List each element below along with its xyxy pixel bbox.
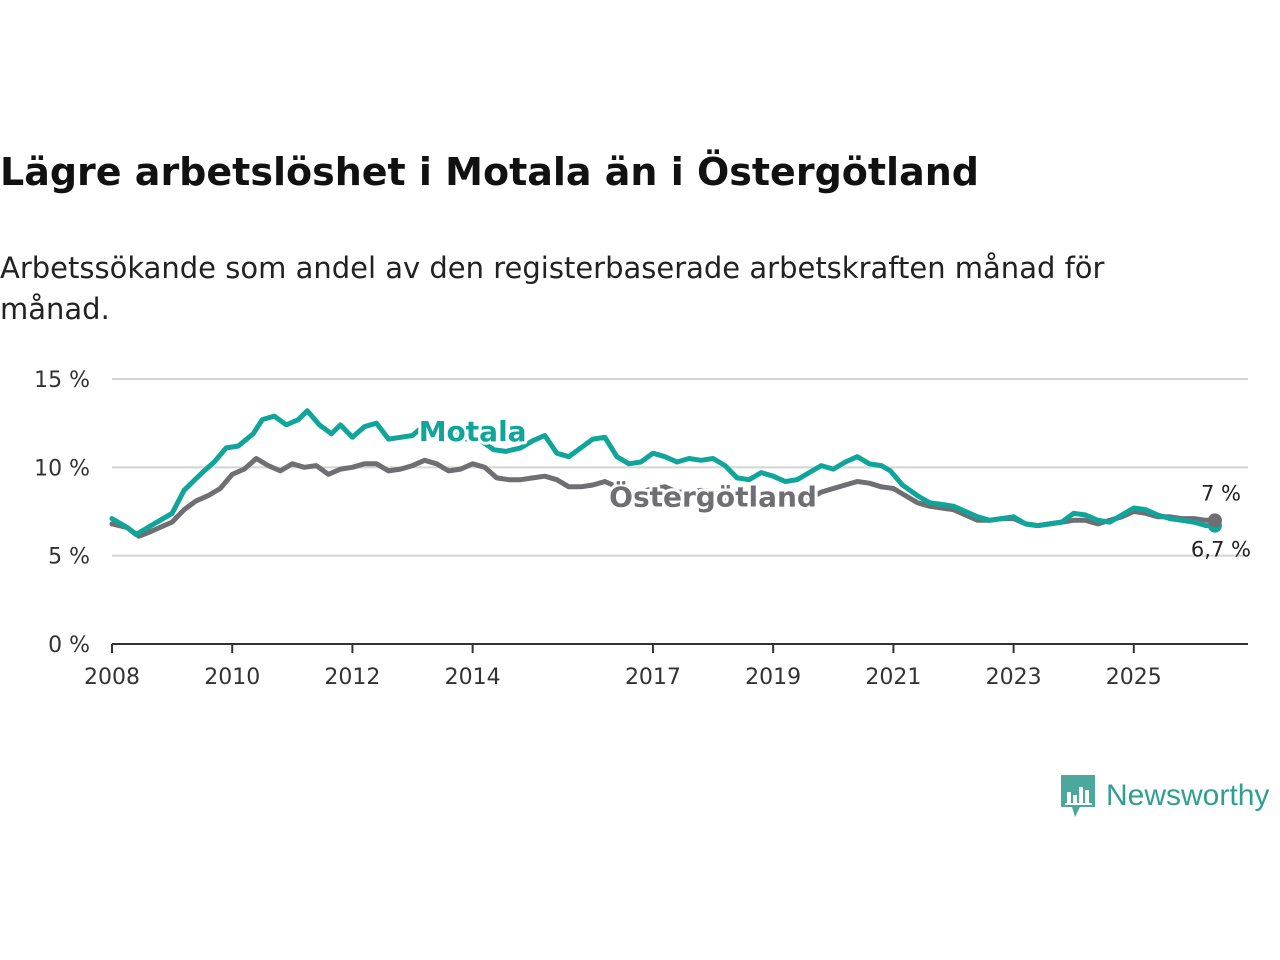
end-value-label: 7 %: [1201, 481, 1241, 505]
brand-name: Newsworthy: [1106, 779, 1270, 812]
y-tick-label: 5 %: [48, 545, 90, 570]
series-label: Motala: [419, 415, 527, 448]
chart-title: Lägre arbetslöshet i Motala än i Östergö…: [0, 150, 979, 194]
series-lines: [109, 408, 1222, 539]
y-tick-label: 10 %: [34, 456, 90, 481]
x-tick-label: 2021: [865, 665, 921, 690]
line-chart: 0 %5 %10 %15 % 2008 2010 2012 2014 2017 2019 2…: [34, 368, 1251, 690]
x-axis: 2008 2010 2012 2014 2017 2019 2021 2023 2025: [84, 643, 1248, 690]
end-value-label: 6,7 %: [1191, 538, 1251, 562]
chart-subtitle: Arbetssökande som andel av den registerb…: [0, 251, 1105, 326]
x-tick-label: 2012: [324, 665, 380, 690]
brand-logo: Newsworthy: [1058, 772, 1269, 820]
series-label: Östergötland: [609, 479, 817, 513]
newsworthy-logo-icon: [1061, 775, 1095, 817]
series-line-motala: [109, 408, 1218, 537]
x-tick-label: 2023: [986, 665, 1042, 690]
y-axis: 0 % 5 % 10 % 15 %: [34, 368, 90, 658]
series-annotations: 6,7 % 7 % Motala Östergötland: [416, 412, 1251, 562]
x-tick-label: 2010: [204, 665, 260, 690]
end-point-ostergotland: [1207, 513, 1222, 528]
x-tick-label: 2008: [84, 665, 140, 690]
y-tick-label: 0 %: [48, 633, 90, 658]
x-tick-label: 2025: [1106, 665, 1162, 690]
y-tick-label: 15 %: [34, 368, 90, 393]
x-tick-label: 2014: [445, 665, 501, 690]
x-tick-label: 2017: [625, 665, 681, 690]
x-tick-label: 2019: [745, 665, 801, 690]
